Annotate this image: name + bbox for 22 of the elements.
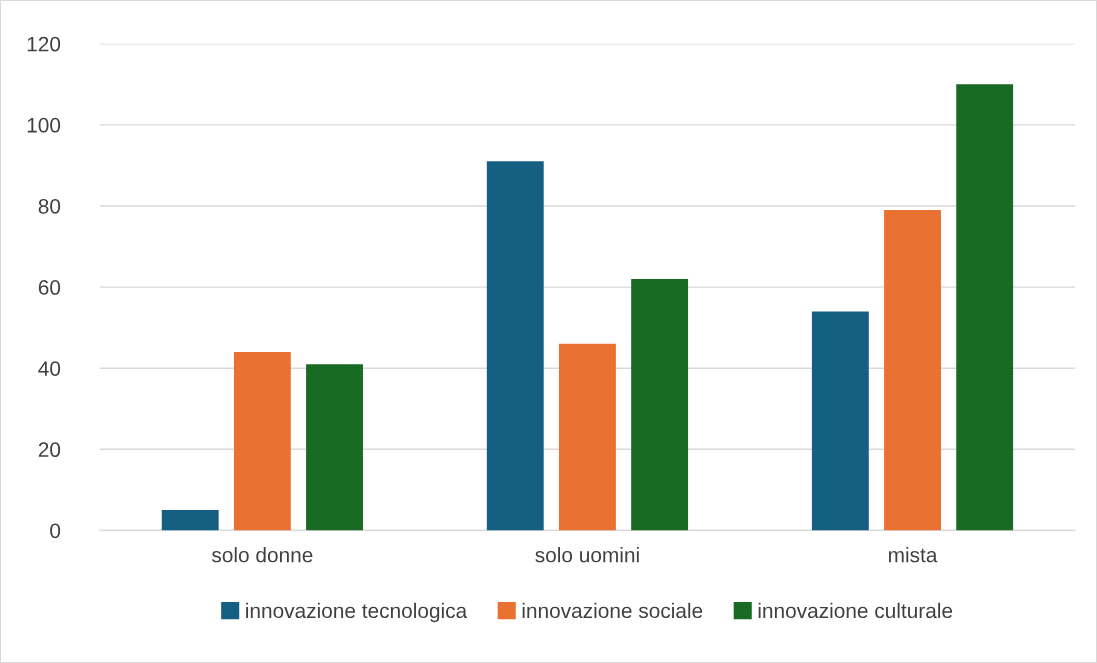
y-tick-label: 80: [38, 198, 61, 214]
legend-label: innovazione sociale: [522, 602, 703, 619]
bar: [884, 210, 941, 531]
x-tick-label: solo donne: [211, 547, 313, 563]
bar: [306, 364, 363, 531]
y-tick-label: 0: [50, 523, 61, 539]
y-tick-label: 100: [27, 117, 61, 133]
x-tick-label: mista: [889, 547, 938, 563]
bar: [559, 343, 616, 531]
bar: [811, 311, 869, 531]
bar: [486, 161, 544, 531]
bar: [161, 510, 219, 531]
x-tick-label: solo uomini: [535, 547, 639, 563]
bar: [631, 278, 689, 531]
bar: [233, 351, 291, 531]
legend-label: innovazione tecnologica: [246, 602, 468, 623]
y-tick-label: 60: [38, 280, 61, 295]
y-tick-label: 40: [38, 361, 61, 376]
legend-label: innovazione culturale: [758, 602, 953, 619]
bar: [956, 84, 1014, 531]
y-tick-label: 120: [27, 36, 61, 52]
y-tick-label: 20: [38, 442, 61, 458]
